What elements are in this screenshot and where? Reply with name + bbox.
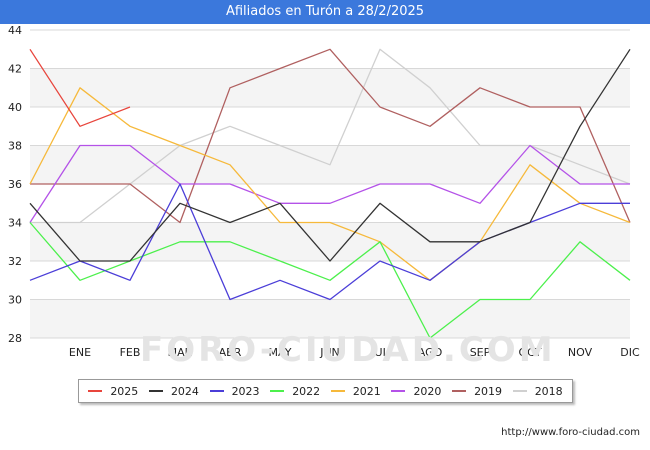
legend-swatch [330,390,345,392]
watermark: FORO-CIUDAD.COM [140,330,556,370]
legend-item-2024: 2024 [148,384,199,398]
series-line-2024 [29,48,631,262]
y-tick-label: 42 [8,63,22,76]
legend-item-2022: 2022 [270,385,320,398]
series-line-2020 [29,144,630,223]
legend-swatch [148,390,163,392]
grid-band [30,222,630,261]
legend-swatch [209,390,224,392]
y-tick-label: 44 [8,24,22,37]
series-line-2021 [29,87,631,281]
x-tick-label: SEP [470,346,491,359]
legend-swatch [512,390,527,392]
legend-swatch [391,390,406,392]
legend-item-2021: 2021 [330,384,381,398]
y-tick-label: 38 [8,140,22,153]
legend-item-2018: 2018 [512,384,563,398]
y-tick-label: 32 [8,255,22,268]
footer-url: http://www.foro-ciudad.com [501,427,640,438]
legend-label: 2023 [231,384,260,398]
y-axis-ticks: 28 30 32 34 36 38 40 42 44 [8,24,22,345]
legend-label: 2024 [170,384,199,398]
x-tick-label: MAY [269,346,292,359]
grid-band [30,68,630,107]
x-tick-label: JUN [319,346,340,359]
legend-label: 2022 [292,384,321,398]
y-tick-label: 28 [8,332,22,345]
x-tick-label: JUL [370,346,389,359]
legend-swatch [452,390,467,392]
legend-label: 2020 [413,384,442,398]
x-tick-label: NOV [568,346,593,359]
x-tick-label: DIC [620,346,640,359]
x-axis-ticks: ENE FEB MAR ABR MAY JUN JUL AGO SEP OCT NOV DIC [69,346,640,359]
legend-item-2020: 2020 [391,385,441,398]
x-tick-label: ABR [219,346,242,359]
x-tick-label: ENE [69,346,91,359]
grid-band [30,299,630,338]
legend-label: 2018 [534,384,563,398]
legend-swatch [88,390,103,392]
y-tick-label: 36 [8,178,22,191]
legend: 2025 2024 2023 2022 2021 2020 2019 2018 [78,379,573,403]
legend-label: 2025 [110,384,139,398]
x-tick-label: MAR [168,346,193,359]
y-tick-label: 30 [8,294,22,307]
y-tick-label: 40 [8,101,22,114]
series-line-2025 [29,48,131,127]
x-tick-label: FEB [120,346,141,359]
legend-item-2019: 2019 [452,385,502,398]
grid-band [30,107,630,146]
legend-label: 2019 [474,384,503,398]
legend-item-2025: 2025 [88,385,138,398]
y-tick-label: 34 [8,217,22,230]
legend-swatch [270,390,285,392]
series-line-2019 [30,48,631,224]
x-tick-label: OCT [518,346,541,359]
legend-item-2023: 2023 [209,384,260,398]
legend-label: 2021 [352,384,381,398]
series-lines [29,48,631,339]
chart-title: Afiliados en Turón a 28/2/2025 [0,0,650,24]
x-tick-label: AGO [418,346,443,359]
